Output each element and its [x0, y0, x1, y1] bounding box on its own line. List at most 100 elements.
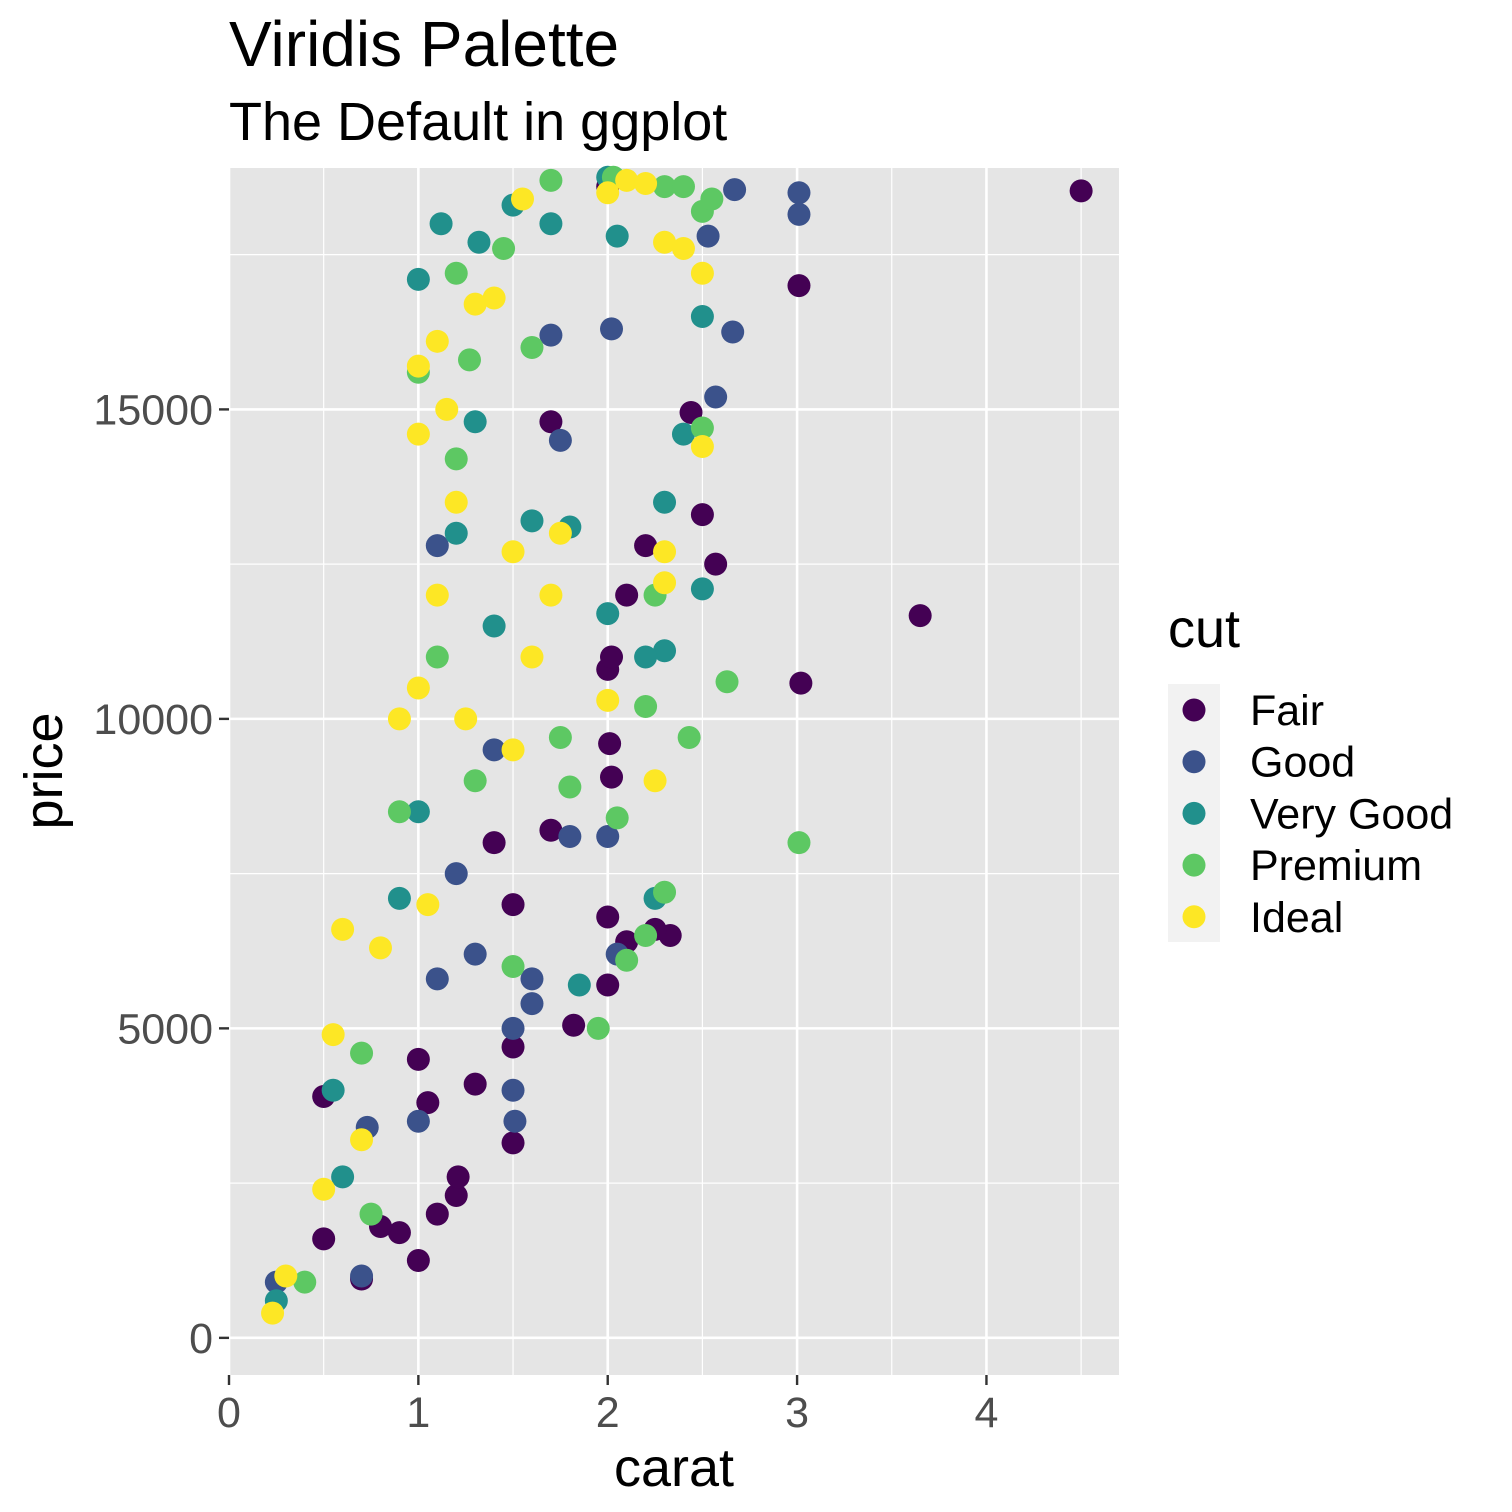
- point-very-good: [690, 577, 714, 601]
- point-ideal: [387, 707, 411, 731]
- point-ideal: [634, 171, 658, 195]
- point-very-good: [690, 305, 714, 329]
- point-good: [406, 1109, 430, 1133]
- point-premium: [787, 831, 811, 855]
- point-premium: [350, 1041, 374, 1065]
- point-premium: [444, 447, 468, 471]
- point-ideal: [511, 187, 535, 211]
- point-premium: [615, 948, 639, 972]
- point-fair: [634, 534, 658, 558]
- point-premium: [548, 725, 572, 749]
- point-good: [482, 738, 506, 762]
- point-premium: [501, 954, 525, 978]
- legend-label-very-good: Very Good: [1250, 790, 1453, 838]
- point-ideal: [643, 769, 667, 793]
- point-fair: [406, 1248, 430, 1272]
- point-ideal: [501, 540, 525, 564]
- point-very-good: [567, 973, 591, 997]
- point-good: [501, 1078, 525, 1102]
- point-premium: [690, 416, 714, 440]
- point-fair: [787, 274, 811, 298]
- point-fair: [446, 1165, 470, 1189]
- point-good: [444, 862, 468, 886]
- x-tick-label: 4: [974, 1389, 998, 1437]
- point-ideal: [312, 1177, 336, 1201]
- legend-label-good: Good: [1250, 739, 1355, 787]
- point-good: [600, 317, 624, 341]
- point-fair: [312, 1227, 336, 1251]
- y-tick-label: 15000: [93, 386, 213, 434]
- point-ideal: [368, 936, 392, 960]
- point-fair: [600, 765, 624, 789]
- y-axis-ticks: 0 5000 10000 15000: [93, 386, 229, 1363]
- point-fair: [501, 893, 525, 917]
- point-fair: [596, 973, 620, 997]
- point-ideal: [690, 261, 714, 285]
- x-axis-ticks: 0 1 2 3 4: [217, 1375, 998, 1437]
- x-axis-label: carat: [614, 1438, 734, 1498]
- point-ideal: [444, 490, 468, 514]
- point-very-good: [605, 224, 629, 248]
- point-ideal: [425, 583, 449, 607]
- point-fair: [1069, 179, 1093, 203]
- chart-title: Viridis Palette: [229, 8, 619, 80]
- point-fair: [600, 645, 624, 669]
- y-tick-label: 0: [189, 1315, 213, 1363]
- major-gridlines: [227, 168, 1119, 1375]
- legend-label-premium: Premium: [1250, 842, 1422, 890]
- point-ideal: [520, 645, 544, 669]
- point-ideal: [671, 236, 695, 260]
- point-premium: [539, 168, 563, 192]
- point-good: [696, 224, 720, 248]
- point-premium: [653, 175, 677, 199]
- point-premium: [387, 800, 411, 824]
- point-very-good: [444, 521, 468, 545]
- point-ideal: [274, 1264, 298, 1288]
- point-very-good: [671, 422, 695, 446]
- chart-subtitle: The Default in ggplot: [229, 92, 727, 152]
- point-ideal: [653, 230, 677, 254]
- point-very-good: [406, 267, 430, 291]
- legend-key-ideal: [1182, 905, 1206, 929]
- point-premium: [463, 769, 487, 793]
- legend-label-fair: Fair: [1250, 687, 1324, 735]
- point-very-good: [331, 1165, 355, 1189]
- x-tick-label: 0: [217, 1389, 241, 1437]
- point-premium: [671, 175, 695, 199]
- point-premium: [634, 695, 658, 719]
- point-fair: [908, 604, 932, 628]
- point-very-good: [463, 410, 487, 434]
- y-axis-label: price: [14, 712, 74, 829]
- point-good: [503, 1109, 527, 1133]
- point-very-good: [634, 645, 658, 669]
- point-very-good: [653, 639, 677, 663]
- point-good: [721, 320, 745, 344]
- point-very-good: [539, 212, 563, 236]
- point-good: [548, 428, 572, 452]
- point-ideal: [548, 521, 572, 545]
- point-premium: [425, 645, 449, 669]
- point-very-good: [653, 490, 677, 514]
- point-very-good: [596, 602, 620, 626]
- point-premium: [359, 1202, 383, 1226]
- point-premium: [492, 236, 516, 260]
- point-ideal: [321, 1023, 345, 1047]
- point-fair: [615, 583, 639, 607]
- point-ideal: [596, 181, 620, 205]
- legend-title: cut: [1168, 599, 1240, 659]
- point-premium: [293, 1270, 317, 1294]
- y-tick-label: 10000: [93, 696, 213, 744]
- point-very-good: [387, 886, 411, 910]
- point-fair: [416, 1091, 440, 1115]
- point-premium: [520, 336, 544, 360]
- point-fair: [539, 410, 563, 434]
- point-ideal: [454, 707, 478, 731]
- point-fair: [463, 1072, 487, 1096]
- point-premium: [558, 775, 582, 799]
- x-tick-label: 2: [596, 1389, 620, 1437]
- point-good: [463, 942, 487, 966]
- point-fair: [444, 1183, 468, 1207]
- point-fair: [704, 552, 728, 576]
- point-very-good: [429, 212, 453, 236]
- data-points: [261, 165, 1093, 1325]
